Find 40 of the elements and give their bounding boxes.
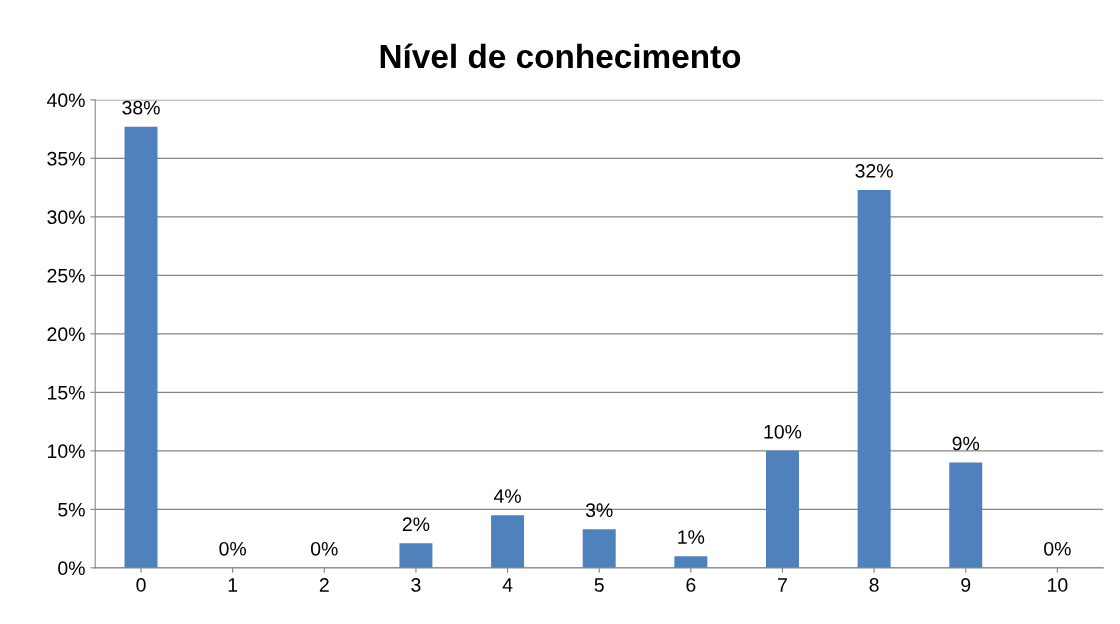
data-label: 0%	[311, 541, 338, 556]
y-tick-label: 15%	[48, 385, 85, 400]
bar	[124, 126, 158, 568]
data-label: 2%	[402, 517, 430, 532]
y-tick-label: 40%	[47, 93, 85, 108]
data-label: 9%	[952, 436, 980, 451]
x-tick-label: 9	[961, 578, 971, 592]
data-label: 4%	[493, 489, 521, 503]
bar	[399, 543, 433, 568]
data-label: 3%	[585, 503, 613, 518]
y-tick-label: 20%	[47, 327, 85, 342]
x-tick-label: 3	[411, 578, 421, 592]
x-tick-label: 2	[319, 578, 329, 592]
data-label: 1%	[678, 530, 705, 544]
y-tick-label: 30%	[47, 210, 85, 225]
data-label: 38%	[122, 100, 160, 115]
x-tick-label: 0	[136, 578, 146, 592]
x-tick-label: 10	[1048, 578, 1068, 592]
x-tick-label: 5	[594, 578, 604, 592]
data-label: 0%	[219, 541, 247, 556]
x-tick-label: 6	[686, 578, 696, 592]
bar	[949, 462, 983, 568]
y-tick-label: 10%	[48, 444, 85, 459]
y-tick-label: 25%	[47, 268, 85, 283]
y-tick-label: 5%	[58, 502, 85, 517]
x-tick-label: 4	[502, 578, 513, 592]
x-tick-label: 8	[869, 578, 879, 592]
bar	[582, 529, 616, 568]
y-tick-label: 0%	[58, 561, 85, 576]
data-label: 10%	[764, 424, 802, 439]
data-label: 0%	[1044, 541, 1071, 556]
bar	[491, 515, 525, 568]
chart-title: Nível de conhecimento	[380, 43, 741, 69]
x-tick-label: 1	[228, 578, 238, 592]
data-label: 32%	[855, 163, 893, 178]
bar	[857, 189, 891, 568]
bar	[765, 450, 799, 568]
x-tick-label: 7	[778, 578, 787, 592]
bar	[674, 556, 708, 568]
y-tick-label: 35%	[47, 151, 85, 166]
